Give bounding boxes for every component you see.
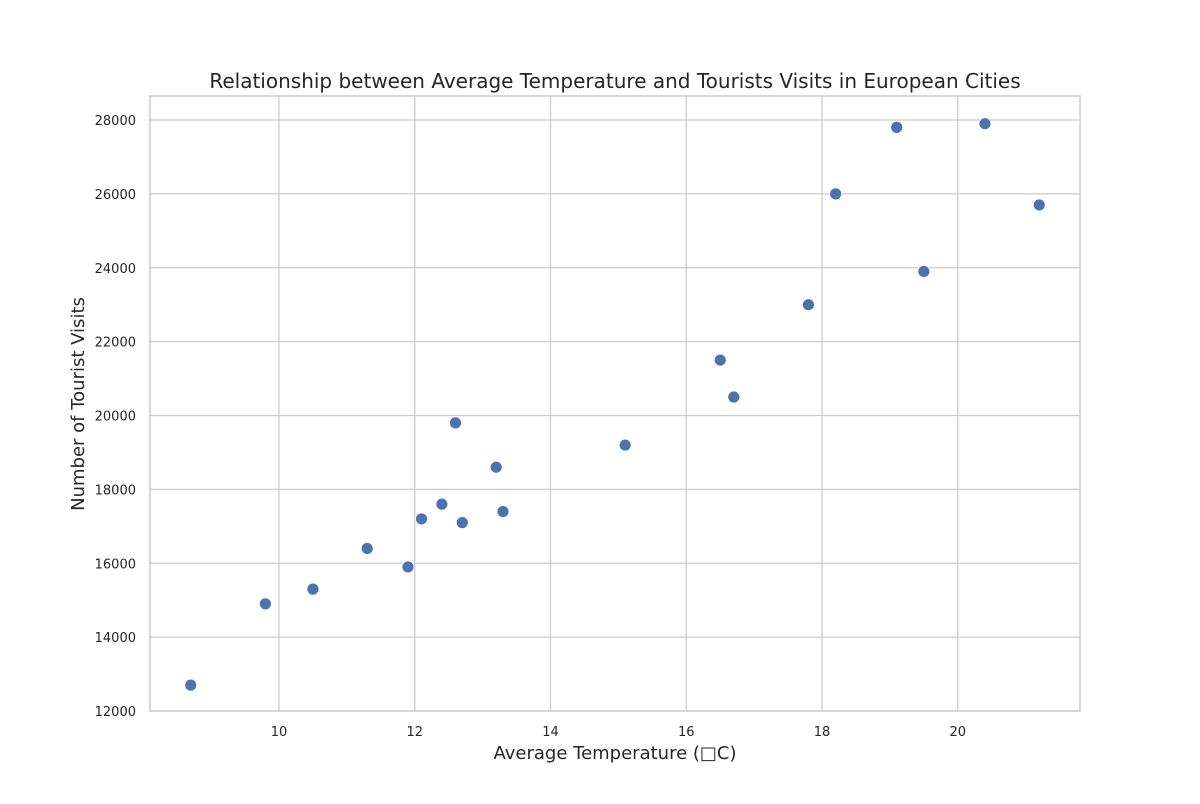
y-tick-label: 12000 xyxy=(95,705,136,720)
y-tick-label: 28000 xyxy=(95,114,136,129)
y-tick-label: 20000 xyxy=(95,410,136,425)
x-tick-label: 10 xyxy=(271,725,288,740)
y-axis-label: Number of Tourist Visits xyxy=(68,297,89,511)
data-point xyxy=(713,353,727,367)
data-point xyxy=(184,678,198,692)
data-point xyxy=(435,497,449,511)
x-tick-label: 20 xyxy=(950,725,967,740)
data-point xyxy=(455,516,469,530)
y-tick-label: 26000 xyxy=(95,188,136,203)
data-point xyxy=(360,542,374,555)
plot-frame xyxy=(149,95,1081,712)
data-point xyxy=(890,120,904,134)
data-point xyxy=(917,265,931,278)
y-tick-label: 14000 xyxy=(95,631,136,646)
data-point xyxy=(802,298,815,312)
x-axis-ticks: 10 12 14 16 18 20 xyxy=(271,725,966,740)
data-point xyxy=(259,597,272,611)
data-point xyxy=(727,390,741,404)
chart-title: Relationship between Average Temperature… xyxy=(209,69,1020,93)
data-point xyxy=(306,582,320,596)
y-axis-ticks: 12000 14000 16000 18000 20000 22000 24000 26000… xyxy=(95,114,136,720)
y-tick-label: 18000 xyxy=(95,483,136,498)
data-point xyxy=(449,416,462,430)
plot-background xyxy=(150,96,1080,711)
data-point xyxy=(401,560,415,574)
data-points xyxy=(184,117,1046,692)
y-tick-label: 16000 xyxy=(95,557,136,572)
x-axis-label: Average Temperature (□C) xyxy=(494,743,737,764)
x-tick-label: 18 xyxy=(814,725,831,740)
x-tick-label: 16 xyxy=(678,725,695,740)
data-point xyxy=(618,438,632,452)
data-point xyxy=(829,187,843,201)
data-point xyxy=(1032,198,1046,212)
data-point xyxy=(415,512,428,526)
y-tick-label: 24000 xyxy=(95,262,136,277)
data-point xyxy=(978,117,992,131)
x-tick-label: 12 xyxy=(406,725,423,740)
y-tick-label: 22000 xyxy=(95,336,136,351)
data-point xyxy=(496,505,510,518)
data-point xyxy=(489,460,503,474)
x-tick-label: 14 xyxy=(542,725,559,740)
